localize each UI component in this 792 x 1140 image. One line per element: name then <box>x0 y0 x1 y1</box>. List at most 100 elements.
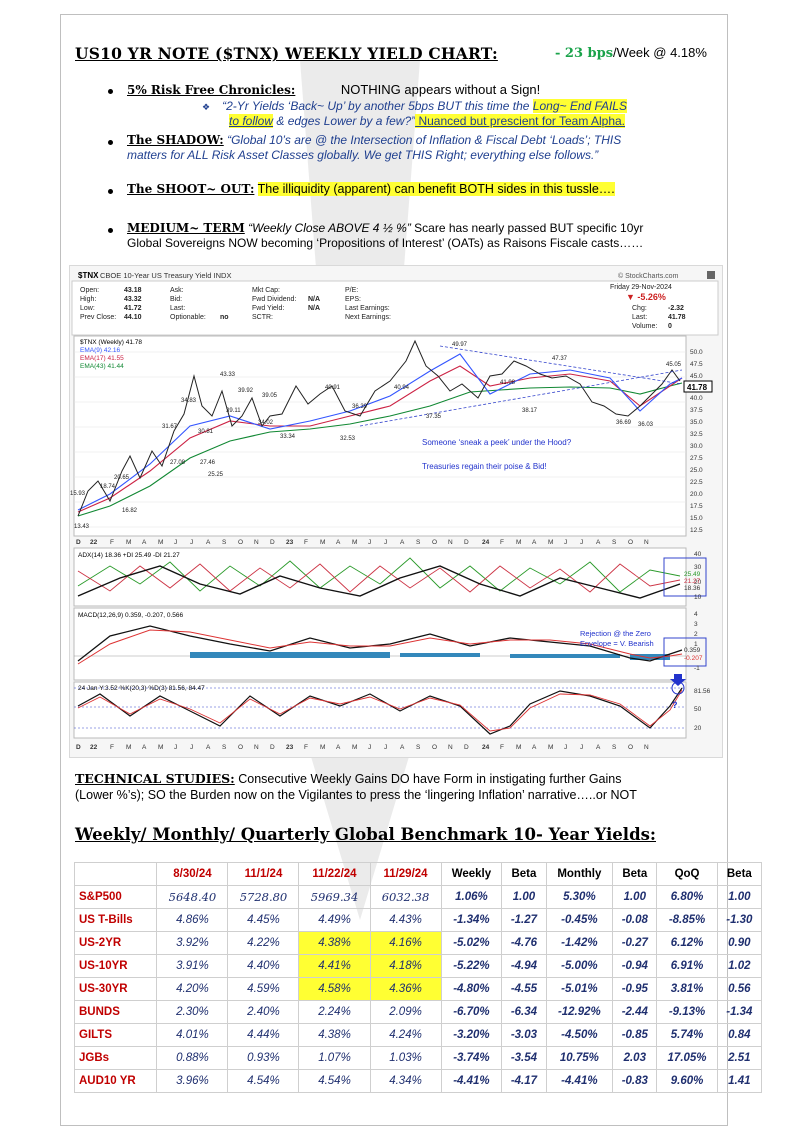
price-axis-tick: 22.5 <box>690 479 703 486</box>
table-cell: 5648.40 <box>156 885 229 909</box>
svg-text:J: J <box>564 539 567 546</box>
table-cell: -6.34 <box>501 1000 547 1024</box>
quote-panel <box>71 280 719 336</box>
svg-text:D: D <box>464 539 469 546</box>
bullet-shootout: The SHOOT~ OUT: The illiquidity (apparen… <box>127 182 615 197</box>
table-cell: -1.30 <box>716 908 763 932</box>
table-cell: -5.01% <box>545 977 614 1001</box>
table-cell: -9.13% <box>656 1000 718 1024</box>
bullet-dot <box>108 89 113 94</box>
table-cell: 0.88% <box>156 1046 229 1070</box>
svg-text:F: F <box>304 744 308 751</box>
table-cell: -4.17 <box>501 1069 547 1093</box>
table-cell: -1.34% <box>440 908 503 932</box>
svg-text:D: D <box>76 539 81 546</box>
quote-label: High: <box>80 296 96 303</box>
price-axis-tick: 37.5 <box>690 407 703 414</box>
svg-text:F: F <box>304 539 308 546</box>
stoch-label: 24 Jan Y:3.52 %K(20,3) %D(3) 81.56, 84.4… <box>78 685 205 692</box>
table-cell: 4.20% <box>156 977 229 1001</box>
table-cell: 4.59% <box>227 977 300 1001</box>
price-label: 39.05 <box>262 393 278 399</box>
last-price-value: 41.78 <box>687 383 708 392</box>
minus-di-line <box>77 563 681 593</box>
table-cell: -0.27 <box>612 931 658 955</box>
svg-text:23: 23 <box>286 744 294 751</box>
header-cell: Beta <box>612 862 658 886</box>
technical-studies: TECHNICAL STUDIES: Consecutive Weekly Ga… <box>75 771 735 803</box>
bullet-head: 5% Risk Free Chronicles: <box>127 83 296 97</box>
price-axis-tick: 20.0 <box>690 491 703 498</box>
bullet-dot <box>108 228 113 233</box>
table-cell: 5728.80 <box>227 885 300 909</box>
highlight-circle <box>671 681 685 695</box>
svg-text:J: J <box>368 539 371 546</box>
table-cell: -5.22% <box>440 954 503 978</box>
table-cell: 0.93% <box>227 1046 300 1070</box>
price-axis-tick: 47.5 <box>690 361 703 368</box>
expand-icon[interactable] <box>707 271 715 279</box>
svg-text:F: F <box>500 539 504 546</box>
x-axis-price: D 22 F M A M J J A S O N D 23 F M A M J J A S O N D 24 F M A M… <box>76 539 649 546</box>
table-cell: -3.03 <box>501 1023 547 1047</box>
svg-text:N: N <box>254 744 259 751</box>
svg-text:J: J <box>580 744 583 751</box>
chart-annotation: Someone ‘sneak a peek’ under the Hood? <box>422 438 572 447</box>
table-cell: 4.22% <box>227 931 300 955</box>
table-cell: 4.34% <box>369 1069 442 1093</box>
bullet-text: NOTHING appears without a Sign! <box>340 82 541 97</box>
change-rest: /Week @ 4.18% <box>613 45 707 60</box>
table-cell: 4.36% <box>369 977 442 1001</box>
row-label: US-10YR <box>73 954 158 978</box>
svg-text:A: A <box>400 539 405 546</box>
bullet-medium-term: MEDIUM~ TERM “Weekly Close ABOVE 4 ½ %” … <box>127 221 643 251</box>
chart-date: Friday 29-Nov-2024 <box>610 284 672 291</box>
adx-highlight-box <box>663 557 707 597</box>
quote-value: 0 <box>668 323 672 330</box>
sub-line2-b: & edges Lower by a few?” <box>273 114 416 128</box>
quote-label: Last Earnings: <box>345 305 390 312</box>
table-cell: 0.56 <box>716 977 763 1001</box>
weekly-change: - 23 bps/Week @ 4.18% <box>555 45 707 61</box>
legend-ema43: EMA(43) 41.44 <box>80 363 124 370</box>
svg-text:F: F <box>110 744 114 751</box>
quote-label: Optionable: <box>170 314 206 321</box>
table-cell: 5969.34 <box>298 885 371 909</box>
price-label: 45.05 <box>666 362 682 368</box>
price-axis-tick: 15.0 <box>690 515 703 522</box>
table-cell: 2.40% <box>227 1000 300 1024</box>
ema17-line <box>77 365 683 513</box>
header-cell: 11/29/24 <box>369 862 442 886</box>
table-cell: -0.08 <box>612 908 658 932</box>
table-cell: -8.85% <box>656 908 718 932</box>
table-cell: -1.27 <box>501 908 547 932</box>
price-label: 39.11 <box>226 408 241 414</box>
svg-text:F: F <box>500 744 504 751</box>
legend-price: $TNX (Weekly) 41.78 <box>80 339 142 346</box>
table-cell: 4.38% <box>298 1023 371 1047</box>
price-label: 39.92 <box>238 388 254 394</box>
svg-text:S: S <box>612 744 617 751</box>
svg-text:A: A <box>532 744 537 751</box>
price-label: 27.46 <box>200 460 216 466</box>
table-cell: 6032.38 <box>369 885 442 909</box>
quote-value: 41.78 <box>668 314 686 321</box>
table-cell: -4.41% <box>440 1069 503 1093</box>
bullet-text: “Global 10’s are @ the Intersection of I… <box>223 133 622 147</box>
macd-value: 0.359 <box>684 647 701 654</box>
quote-label: Low: <box>80 305 95 312</box>
table-cell: 3.81% <box>656 977 718 1001</box>
svg-text:24: 24 <box>482 539 490 546</box>
table-cell: -0.95 <box>612 977 658 1001</box>
quote-value: N/A <box>308 296 320 303</box>
table-cell: -0.45% <box>545 908 614 932</box>
table-cell: -0.85 <box>612 1023 658 1047</box>
price-label: 34.83 <box>181 398 197 404</box>
svg-text:24: 24 <box>482 744 490 751</box>
adx-axis-tick: 20 <box>694 579 702 586</box>
table-cell: 4.16% <box>369 931 442 955</box>
svg-text:M: M <box>158 539 163 546</box>
price-label: 43.33 <box>220 372 236 378</box>
table-cell: 4.45% <box>227 908 300 932</box>
table-cell: 4.41% <box>298 954 371 978</box>
